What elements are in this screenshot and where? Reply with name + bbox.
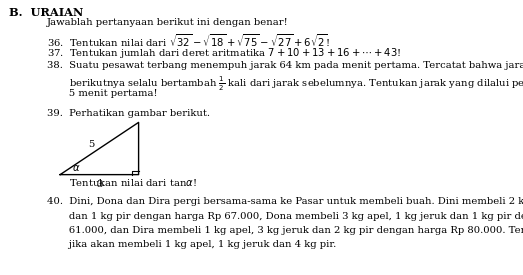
- Text: $\alpha$: $\alpha$: [72, 163, 81, 173]
- Text: 40.  Dini, Dona dan Dira pergi bersama-sama ke Pasar untuk membeli buah. Dini me: 40. Dini, Dona dan Dira pergi bersama-sa…: [47, 197, 523, 207]
- Text: 38.  Suatu pesawat terbang menempuh jarak 64 km pada menit pertama. Tercatat bah: 38. Suatu pesawat terbang menempuh jarak…: [47, 61, 523, 70]
- Text: 61.000, dan Dira membeli 1 kg apel, 3 kg jeruk dan 2 kg pir dengan harga Rp 80.0: 61.000, dan Dira membeli 1 kg apel, 3 kg…: [47, 226, 523, 235]
- Text: 5 menit pertama!: 5 menit pertama!: [47, 89, 158, 98]
- Text: 36.  Tentukan nilai dari $\sqrt{32}-\sqrt{18}+\sqrt{75}-\sqrt{27}+6\sqrt{2}$!: 36. Tentukan nilai dari $\sqrt{32}-\sqrt…: [47, 32, 330, 49]
- Text: Tentukan nilai dari tan$\alpha$!: Tentukan nilai dari tan$\alpha$!: [47, 177, 197, 188]
- Text: 39.  Perhatikan gambar berikut.: 39. Perhatikan gambar berikut.: [47, 109, 210, 119]
- Text: 3: 3: [96, 180, 103, 189]
- Text: berikutnya selalu bertambah $\frac{1}{2}$ kali dari jarak sebelumnya. Tentukan j: berikutnya selalu bertambah $\frac{1}{2}…: [47, 75, 523, 94]
- Text: B.  URAIAN: B. URAIAN: [9, 7, 84, 18]
- Text: jika akan membeli 1 kg apel, 1 kg jeruk dan 4 kg pir.: jika akan membeli 1 kg apel, 1 kg jeruk …: [47, 240, 336, 249]
- Text: 37.  Tentukan jumlah dari deret aritmatika $7+10+13+16+\cdots+43$!: 37. Tentukan jumlah dari deret aritmatik…: [47, 46, 401, 60]
- Text: Jawablah pertanyaan berikut ini dengan benar!: Jawablah pertanyaan berikut ini dengan b…: [47, 18, 289, 27]
- Text: 5: 5: [88, 140, 95, 149]
- Text: dan 1 kg pir dengan harga Rp 67.000, Dona membeli 3 kg apel, 1 kg jeruk dan 1 kg: dan 1 kg pir dengan harga Rp 67.000, Don…: [47, 212, 523, 221]
